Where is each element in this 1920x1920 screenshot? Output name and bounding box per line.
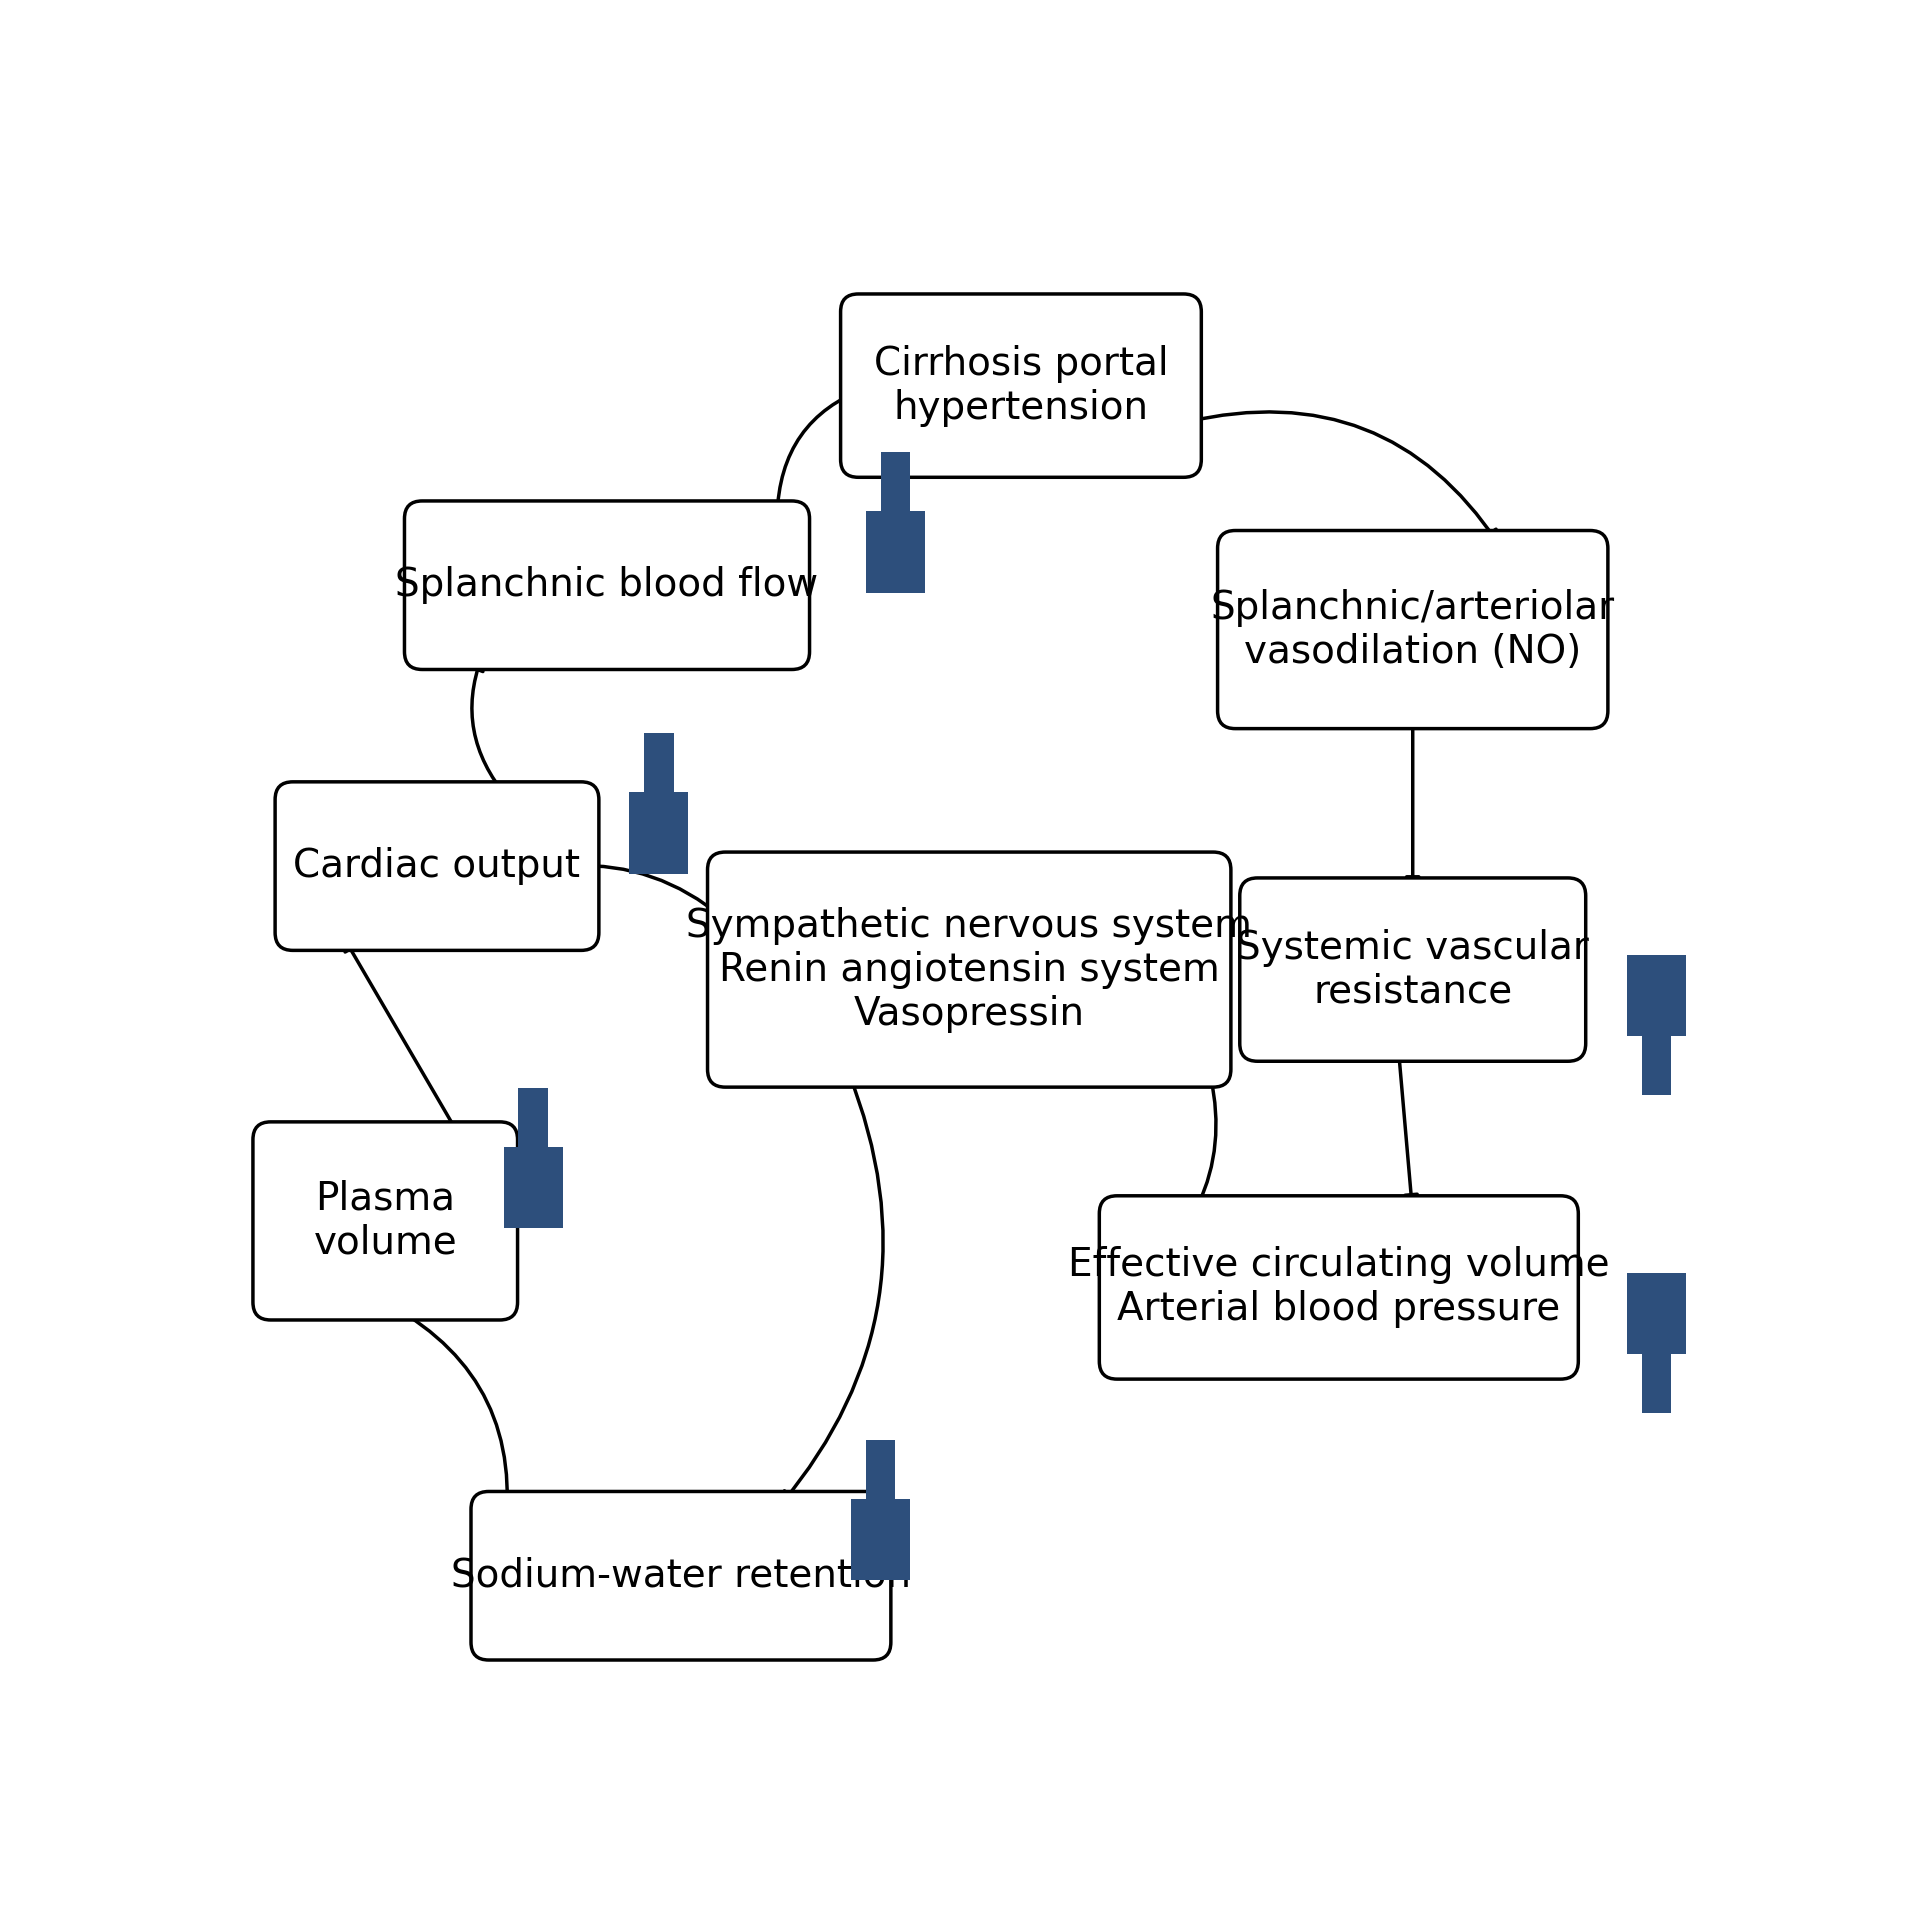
FancyBboxPatch shape: [1100, 1196, 1578, 1379]
Text: Sodium-water retention: Sodium-water retention: [451, 1557, 910, 1596]
FancyBboxPatch shape: [841, 294, 1202, 478]
FancyBboxPatch shape: [708, 852, 1231, 1087]
Polygon shape: [1626, 954, 1686, 1094]
Polygon shape: [630, 733, 689, 874]
FancyBboxPatch shape: [1217, 530, 1607, 728]
Text: Splanchnic blood flow: Splanchnic blood flow: [396, 566, 818, 605]
Text: Plasma
volume: Plasma volume: [313, 1181, 457, 1261]
Polygon shape: [866, 453, 925, 593]
Polygon shape: [503, 1089, 563, 1229]
Text: Cirrhosis portal
hypertension: Cirrhosis portal hypertension: [874, 344, 1167, 426]
FancyBboxPatch shape: [405, 501, 810, 670]
FancyBboxPatch shape: [1240, 877, 1586, 1062]
Polygon shape: [1626, 1273, 1686, 1413]
FancyBboxPatch shape: [275, 781, 599, 950]
Text: Splanchnic/arteriolar
vasodilation (NO): Splanchnic/arteriolar vasodilation (NO): [1212, 589, 1615, 670]
Polygon shape: [851, 1440, 910, 1580]
FancyBboxPatch shape: [253, 1121, 518, 1319]
Text: Cardiac output: Cardiac output: [294, 847, 580, 885]
Text: Sympathetic nervous system
Renin angiotensin system
Vasopressin: Sympathetic nervous system Renin angiote…: [685, 906, 1252, 1033]
FancyBboxPatch shape: [470, 1492, 891, 1661]
Text: Effective circulating volume
Arterial blood pressure: Effective circulating volume Arterial bl…: [1068, 1246, 1609, 1329]
Text: Systemic vascular
resistance: Systemic vascular resistance: [1236, 929, 1590, 1010]
